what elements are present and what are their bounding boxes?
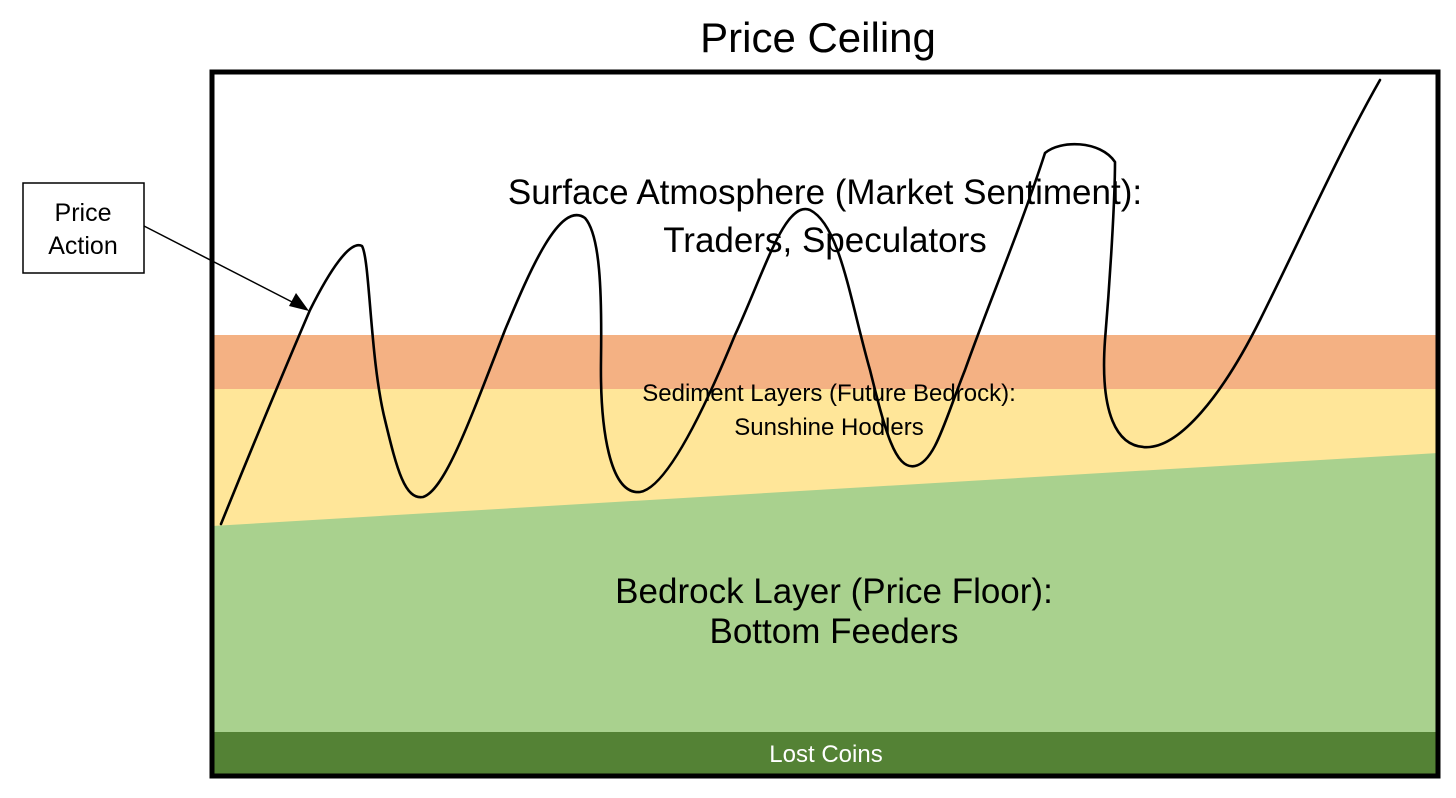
surface-label-line1: Surface Atmosphere (Market Sentiment): — [508, 173, 1142, 212]
diagram-title: Price Ceiling — [700, 14, 936, 61]
orange-sentiment-band — [212, 335, 1438, 390]
bedrock-label-line1: Bedrock Layer (Price Floor): — [615, 572, 1053, 611]
diagram-frame — [209, 69, 1441, 779]
surface-atmosphere-region — [212, 72, 1438, 336]
callout-line1: Price — [55, 199, 112, 227]
callout-arrow-line — [143, 225, 297, 305]
bedrock-layer-region — [212, 453, 1438, 734]
callout-arrowhead — [289, 293, 309, 311]
callout-line2: Action — [48, 232, 117, 260]
lost-coins-band — [212, 732, 1438, 776]
lost-coins-label: Lost Coins — [769, 741, 882, 768]
bedrock-label-line2: Bottom Feeders — [710, 612, 959, 651]
sediment-label-line2: Sunshine Hodlers — [734, 414, 923, 441]
price-action-curve — [219, 78, 1382, 526]
price-action-callout-box — [22, 182, 145, 274]
surface-label-line2: Traders, Speculators — [663, 221, 987, 260]
